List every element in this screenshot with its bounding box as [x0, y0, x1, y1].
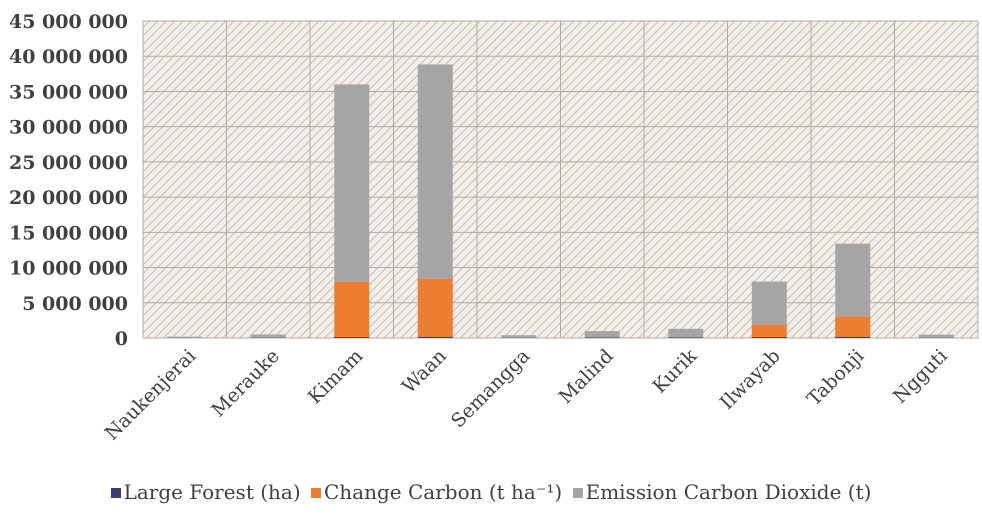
x-tick-label: Waan: [398, 345, 451, 398]
bar-segment-3: [334, 84, 370, 282]
legend-label-emission-co2: Emission Carbon Dioxide (t): [585, 480, 872, 504]
legend-label-large-forest: Large Forest (ha): [123, 480, 301, 504]
bar-segment-1: [835, 336, 871, 338]
gridlines: [142, 20, 979, 339]
legend-swatch-emission-co2: [572, 488, 583, 498]
x-tick-label: Semangga: [447, 345, 534, 432]
bar-segment-2: [417, 278, 453, 337]
bars: [167, 64, 954, 338]
y-tick-label: 15 000 000: [9, 222, 128, 244]
legend-item-change-carbon: Change Carbon (t ha⁻¹): [311, 480, 562, 504]
bar-segment-1: [751, 336, 787, 338]
bar-segment-1: [334, 336, 370, 338]
legend-label-change-carbon: Change Carbon (t ha⁻¹): [324, 480, 563, 504]
y-tick-label: 35 000 000: [9, 81, 128, 103]
y-tick-label: 40 000 000: [9, 46, 128, 68]
y-tick-label: 20 000 000: [9, 187, 128, 209]
x-tick-label: Kimam: [304, 345, 367, 408]
bar-segment-2: [751, 324, 787, 337]
bar-segment-1: [584, 337, 620, 338]
y-tick-label: 10 000 000: [9, 258, 128, 280]
x-tick-label: Ngguti: [889, 345, 952, 408]
x-tick-label: Tabonji: [803, 345, 868, 410]
bar-segment-3: [668, 328, 704, 338]
y-tick-label: 45 000 000: [9, 11, 128, 33]
y-tick-label: 0: [115, 328, 128, 350]
bar-segment-3: [167, 336, 203, 338]
y-axis-ticks: 0 5 000 000 10 000 000 15 000 000 20 000 000…: [9, 11, 128, 350]
legend-item-emission-co2: Emission Carbon Dioxide (t): [572, 480, 872, 504]
bar-segment-3: [751, 281, 787, 325]
x-tick-label: Naukenjerai: [101, 345, 201, 445]
bar-segment-1: [668, 337, 704, 338]
bar-segment-3: [835, 243, 871, 317]
bar-segment-1: [417, 336, 453, 338]
x-tick-label: Merauke: [207, 345, 283, 421]
legend-item-large-forest: Large Forest (ha): [110, 480, 301, 504]
y-tick-label: 5 000 000: [22, 293, 128, 315]
y-tick-label: 30 000 000: [9, 117, 128, 139]
x-tick-label: Malind: [555, 345, 618, 408]
bar-segment-3: [501, 335, 537, 338]
legend: Large Forest (ha) Change Carbon (t ha⁻¹)…: [0, 480, 982, 504]
bar-segment-3: [250, 334, 286, 338]
bar-segment-3: [417, 64, 453, 279]
x-tick-label: Kurik: [648, 345, 701, 398]
bar-segment-2: [835, 316, 871, 337]
bar-segment-2: [334, 281, 370, 337]
bar-segment-3: [918, 334, 954, 338]
bar-segment-3: [584, 331, 620, 338]
legend-swatch-large-forest: [110, 488, 121, 498]
legend-swatch-change-carbon: [311, 488, 321, 498]
x-tick-label: Ilwayab: [716, 345, 785, 414]
y-tick-label: 25 000 000: [9, 152, 128, 174]
